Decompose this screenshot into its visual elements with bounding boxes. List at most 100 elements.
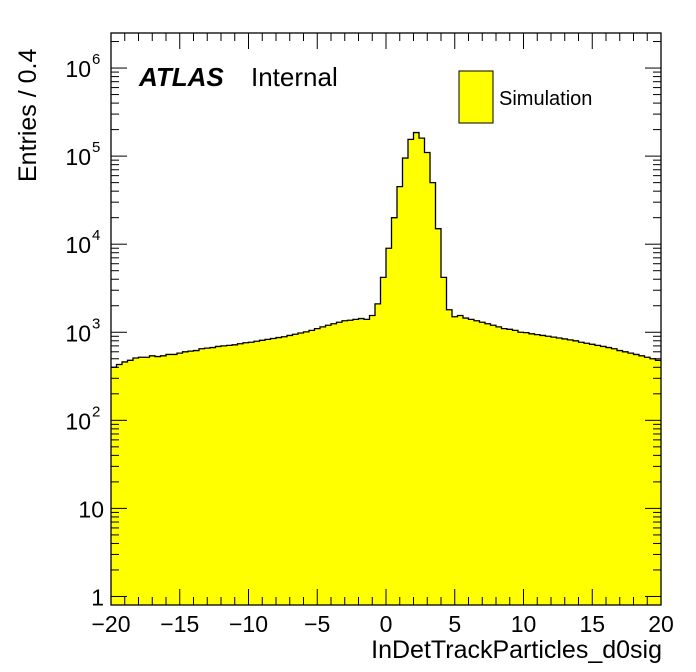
histogram-bin <box>562 338 569 605</box>
y-tick-label-exponent: 2 <box>92 403 100 420</box>
histogram-bin <box>325 325 332 605</box>
x-tick-label: −20 <box>91 611 130 637</box>
histogram-bin <box>573 340 580 605</box>
x-tick-label: 20 <box>648 611 674 637</box>
y-tick-label: 10 <box>65 144 91 170</box>
histogram-bin <box>111 367 118 605</box>
histogram-bin <box>243 342 250 605</box>
histogram-bin <box>639 355 646 605</box>
histogram-bin <box>287 335 294 605</box>
histogram-bin <box>545 336 552 605</box>
histogram-bin <box>204 348 211 605</box>
histogram-bin <box>320 326 327 605</box>
histogram-bin <box>644 357 651 605</box>
y-tick-label-exponent: 6 <box>92 51 100 68</box>
histogram-bin <box>485 323 492 605</box>
histogram-bin <box>606 347 613 605</box>
histogram-bin <box>435 228 442 605</box>
y-axis-ticks <box>111 41 661 597</box>
histogram-bin <box>199 348 206 605</box>
histogram-bin <box>237 343 244 605</box>
legend-swatch <box>458 70 494 124</box>
histogram-bin <box>474 320 481 605</box>
y-tick-label-exponent: 3 <box>92 315 100 332</box>
histogram-bin <box>551 337 558 605</box>
y-axis-title: Entries / 0.4 <box>14 49 42 182</box>
histogram-bin <box>259 340 266 605</box>
atlas-label: ATLAS <box>138 62 224 92</box>
x-tick-label: −15 <box>160 611 199 637</box>
histogram-bin <box>386 248 393 606</box>
atlas-status-label: Internal <box>251 62 338 92</box>
y-tick-label-exponent: 4 <box>92 227 100 244</box>
x-tick-label: 5 <box>448 611 461 637</box>
histogram-bin <box>457 315 464 605</box>
x-tick-label: 10 <box>511 611 537 637</box>
histogram-bin <box>452 316 459 605</box>
histogram-bin <box>171 354 178 605</box>
histogram-bin <box>281 336 288 605</box>
histogram-bin <box>265 339 272 605</box>
histogram-bin <box>567 339 574 605</box>
histogram-bin <box>611 348 618 605</box>
x-axis-tick-labels: −20 −15 −10 −5 0 5 10 15 20 <box>91 611 673 637</box>
histogram-bin <box>600 346 607 605</box>
histogram-bin <box>144 357 151 605</box>
histogram-bin <box>155 356 162 605</box>
histogram-bin <box>298 333 305 605</box>
histogram-bin <box>364 319 371 605</box>
histogram-bin <box>193 350 200 605</box>
histogram-bin <box>556 338 563 605</box>
histogram-bin <box>479 322 486 605</box>
histogram-bin <box>116 364 123 605</box>
histogram-bin <box>160 355 167 605</box>
histogram-bin <box>501 328 508 605</box>
y-tick-label: 10 <box>65 320 91 346</box>
histogram-bin <box>353 319 360 605</box>
histogram-bin <box>254 341 261 605</box>
histogram-bin <box>188 351 195 605</box>
histogram-bin <box>584 343 591 605</box>
histogram-bin <box>375 303 382 605</box>
histogram-bin <box>122 361 129 605</box>
histogram-bin <box>512 330 519 605</box>
histogram-bin <box>232 344 239 605</box>
legend: Simulation <box>458 70 592 124</box>
x-tick-label: 0 <box>380 611 393 637</box>
y-tick-label: 10 <box>65 232 91 258</box>
y-tick-label: 10 <box>65 408 91 434</box>
x-tick-label: −5 <box>304 611 330 637</box>
histogram-bin <box>336 322 343 605</box>
histogram-bin <box>182 351 189 605</box>
histogram-bin <box>397 186 404 605</box>
histogram-bin <box>617 350 624 605</box>
histogram-outline <box>111 131 661 368</box>
histogram-bin <box>490 325 497 605</box>
histogram-bin <box>215 346 222 605</box>
histogram-bin <box>221 345 228 605</box>
histogram-bin <box>270 338 277 605</box>
plot-frame <box>110 32 662 606</box>
histogram-bin <box>446 309 453 605</box>
histogram-bin <box>430 182 437 605</box>
histogram-bin <box>276 337 283 605</box>
histogram-bin <box>523 332 530 605</box>
histogram-bin <box>292 334 299 605</box>
histogram-bin <box>507 329 514 605</box>
y-tick-label-exponent: 5 <box>92 139 100 156</box>
histogram-bin <box>369 315 376 605</box>
histogram-bin <box>138 357 145 605</box>
histogram-bin <box>177 353 184 605</box>
histogram-bin <box>589 344 596 605</box>
histogram-bin <box>534 334 541 605</box>
histogram-bin <box>595 345 602 605</box>
histogram-bin <box>342 320 349 605</box>
histogram-bars <box>111 131 662 606</box>
histogram-bin <box>622 351 629 605</box>
histogram-bin <box>468 319 475 605</box>
histogram-bin <box>518 332 525 605</box>
histogram-bin <box>424 152 431 605</box>
legend-label: Simulation <box>499 88 592 110</box>
histogram-bin <box>540 335 547 605</box>
